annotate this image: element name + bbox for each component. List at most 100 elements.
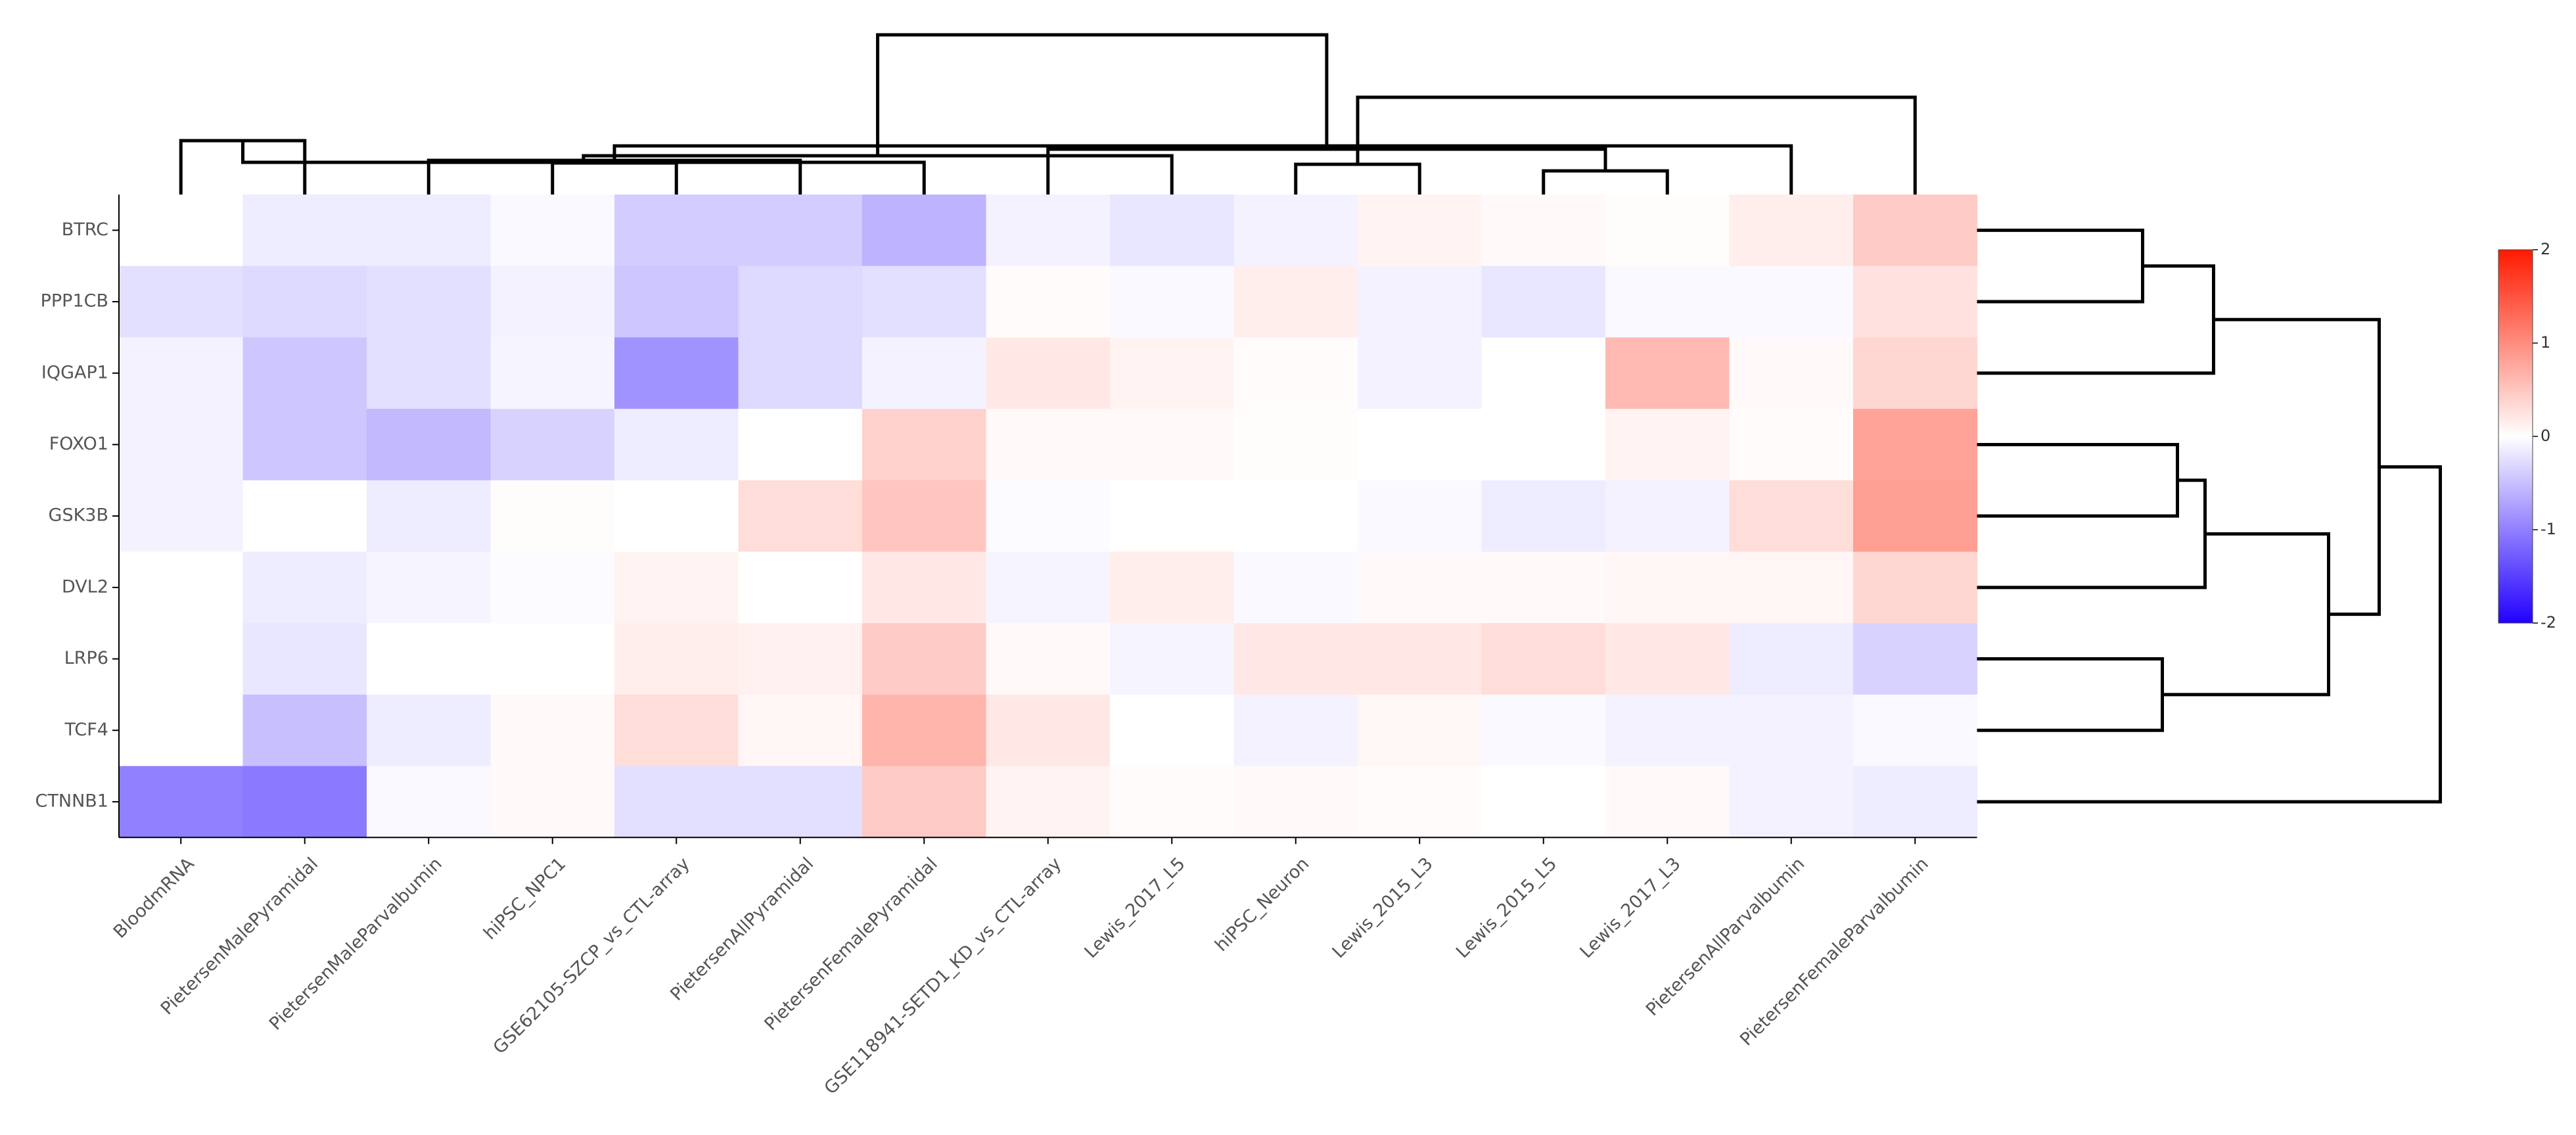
row-dendrogram-link bbox=[1977, 478, 2207, 590]
colorbar: 2 1 0 -1 -2 bbox=[2498, 240, 2556, 632]
heatmap-cell bbox=[1110, 623, 1235, 695]
heatmap-cell bbox=[119, 551, 244, 624]
row-label: GSK3B bbox=[49, 505, 108, 526]
heatmap-cell bbox=[1233, 195, 1358, 267]
heatmap-cell bbox=[1481, 766, 1606, 838]
heatmap-cell bbox=[1729, 694, 1854, 767]
heatmap-cell bbox=[1481, 266, 1606, 338]
heatmap-cell bbox=[1605, 409, 1730, 481]
column-dendrogram-link bbox=[1294, 162, 1421, 195]
heatmap-cell bbox=[862, 195, 987, 267]
heatmap-cell bbox=[862, 694, 987, 767]
heatmap-cell bbox=[738, 266, 863, 338]
heatmap-cell bbox=[119, 623, 244, 695]
row-dendrogram-link bbox=[1977, 657, 2164, 732]
heatmap-cell bbox=[1358, 551, 1483, 624]
row-label: IQGAP1 bbox=[41, 362, 108, 382]
heatmap-cell bbox=[738, 480, 863, 553]
heatmap-cell bbox=[1853, 195, 1978, 267]
heatmap-cell bbox=[862, 480, 987, 553]
column-dendrogram-link bbox=[1542, 169, 1669, 195]
column-dendrogram-link bbox=[551, 161, 678, 195]
heatmap-cell bbox=[738, 195, 863, 267]
heatmap-cell bbox=[738, 623, 863, 695]
heatmap-cell bbox=[367, 623, 492, 695]
colorbar-gradient bbox=[2498, 249, 2533, 624]
heatmap-cell bbox=[1605, 480, 1730, 553]
heatmap-cell bbox=[1358, 766, 1483, 838]
heatmap-cell bbox=[242, 337, 367, 409]
row-labels: BTRC PPP1CB IQGAP1 FOXO1 GSK3B DVL2 LRP6 TCF4 CT… bbox=[35, 220, 108, 812]
row-label: BTRC bbox=[62, 220, 108, 240]
heatmap-cell bbox=[242, 195, 367, 267]
heatmap-cell bbox=[1853, 694, 1978, 767]
row-dendrogram-link bbox=[1977, 465, 2442, 804]
heatmap-cell bbox=[738, 337, 863, 409]
heatmap-cell bbox=[1605, 623, 1730, 695]
heatmap-cell bbox=[614, 766, 739, 838]
heatmap-cell bbox=[1853, 551, 1978, 624]
heatmap-cell bbox=[1481, 551, 1606, 624]
heatmap-cell bbox=[862, 266, 987, 338]
heatmap-cell bbox=[1853, 409, 1978, 481]
heatmap-cell bbox=[490, 480, 615, 553]
heatmap-cell bbox=[1605, 266, 1730, 338]
heatmap-cell bbox=[367, 409, 492, 481]
heatmap-cell bbox=[1110, 409, 1235, 481]
row-label: FOXO1 bbox=[49, 434, 108, 454]
heatmap-cell bbox=[490, 337, 615, 409]
heatmap-cell bbox=[242, 694, 367, 767]
heatmap-cell bbox=[862, 409, 987, 481]
heatmap-cell bbox=[119, 480, 244, 553]
heatmap-cell bbox=[119, 766, 244, 838]
column-dendrogram-link bbox=[426, 158, 802, 195]
heatmap-cell bbox=[1853, 623, 1978, 695]
column-label: GSE118941-SETD1_KD_vs_CTL-array bbox=[821, 854, 1066, 1099]
row-dendrogram-link bbox=[2213, 317, 2381, 616]
row-label: LRP6 bbox=[64, 648, 108, 668]
heatmap-cell bbox=[1481, 195, 1606, 267]
column-labels: BloodmRNAPietersenMalePyramidalPietersen… bbox=[110, 854, 1933, 1099]
heatmap-axes bbox=[112, 195, 1977, 845]
heatmap-cell bbox=[1729, 623, 1854, 695]
heatmap-cell bbox=[367, 694, 492, 767]
heatmap-cell bbox=[986, 337, 1111, 409]
column-label: hiPSC_NPC1 bbox=[480, 854, 570, 944]
column-label: Lewis_2017_L5 bbox=[1080, 854, 1189, 962]
heatmap-cell bbox=[1233, 337, 1358, 409]
heatmap-cell bbox=[490, 766, 615, 838]
heatmap-cell bbox=[367, 551, 492, 624]
heatmap-cell bbox=[367, 195, 492, 267]
column-label: Lewis_2017_L3 bbox=[1576, 854, 1684, 962]
heatmap-cell bbox=[1358, 409, 1483, 481]
row-label: PPP1CB bbox=[41, 291, 108, 312]
heatmap-cell bbox=[1110, 195, 1235, 267]
heatmap-cell bbox=[1110, 694, 1235, 767]
heatmap-cell bbox=[1358, 266, 1483, 338]
heatmap-cell bbox=[614, 623, 739, 695]
heatmap-cell bbox=[1605, 694, 1730, 767]
heatmap-cell bbox=[986, 409, 1111, 481]
column-label: Lewis_2015_L3 bbox=[1328, 854, 1437, 962]
heatmap-cell bbox=[1358, 480, 1483, 553]
heatmap-cell bbox=[614, 266, 739, 338]
colorbar-tick-label: 0 bbox=[2541, 427, 2550, 445]
heatmap-cell bbox=[986, 551, 1111, 624]
heatmap-cell bbox=[986, 195, 1111, 267]
heatmap-cell bbox=[1481, 694, 1606, 767]
heatmap-cell bbox=[1729, 551, 1854, 624]
heatmap-cell bbox=[1233, 409, 1358, 481]
colorbar-tick-label: 1 bbox=[2541, 333, 2550, 352]
heatmap-cell bbox=[862, 337, 987, 409]
heatmap-cell bbox=[1110, 266, 1235, 338]
heatmap-cell bbox=[738, 766, 863, 838]
heatmap-cell bbox=[367, 266, 492, 338]
heatmap-cell bbox=[1729, 337, 1854, 409]
heatmap-cell bbox=[1605, 337, 1730, 409]
row-dendrogram bbox=[1977, 228, 2442, 804]
heatmap-cell bbox=[490, 266, 615, 338]
heatmap-cell bbox=[1358, 195, 1483, 267]
heatmap-cell bbox=[1358, 337, 1483, 409]
heatmap-cell bbox=[1605, 195, 1730, 267]
heatmap-cell bbox=[490, 195, 615, 267]
